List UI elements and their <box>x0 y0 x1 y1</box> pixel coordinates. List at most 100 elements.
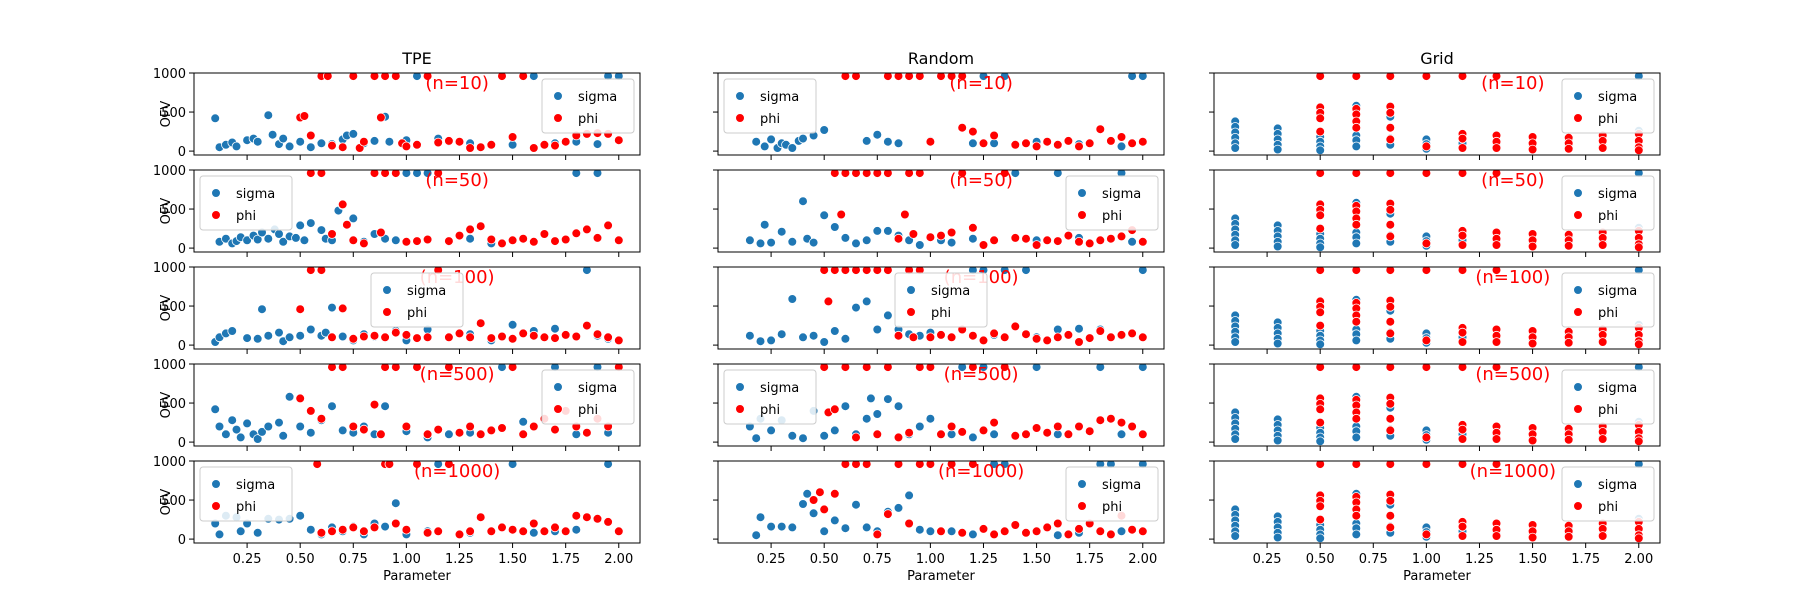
sigma-point <box>1074 323 1084 334</box>
phi-point <box>528 143 539 153</box>
phi-point <box>1385 231 1396 242</box>
x-tick-label: 1.25 <box>969 552 998 567</box>
phi-point <box>1315 320 1325 331</box>
phi-point <box>978 138 989 149</box>
sigma-point <box>497 364 507 372</box>
sigma-point <box>787 237 798 247</box>
phi-point <box>1491 434 1502 444</box>
phi-point <box>904 73 914 81</box>
sigma-point <box>798 133 808 144</box>
phi-point <box>999 364 1010 372</box>
phi-point <box>1074 141 1084 152</box>
phi-point <box>1421 335 1432 346</box>
phi-point <box>1127 138 1137 149</box>
phi-point <box>1063 330 1074 340</box>
phi-point <box>391 364 401 372</box>
sigma-point <box>946 237 957 248</box>
phi-point <box>518 328 528 339</box>
phi-point <box>422 429 433 440</box>
sigma-point <box>507 319 518 330</box>
phi-point <box>316 527 327 538</box>
phi-point <box>376 112 386 123</box>
sigma-point <box>305 427 316 438</box>
sigma-point <box>861 235 872 246</box>
sigma-point <box>252 136 263 147</box>
phi-point <box>1385 413 1396 424</box>
phi-point <box>550 522 560 533</box>
panel-2-3: (n=500) sigma phi <box>1209 363 1661 451</box>
panel-1-0: (n=10) sigma phi <box>713 72 1165 160</box>
phi-point <box>851 170 861 178</box>
phi-point <box>1063 230 1074 241</box>
y-tick-label: 0 <box>178 339 186 354</box>
phi-point <box>925 461 936 469</box>
sigma-point <box>284 391 295 402</box>
phi-point <box>384 461 395 469</box>
phi-point <box>1457 434 1468 444</box>
phi-point <box>1021 138 1031 149</box>
phi-point <box>539 332 550 343</box>
phi-point <box>369 170 380 178</box>
phi-point <box>401 141 412 152</box>
sigma-point <box>1351 335 1362 346</box>
phi-point <box>915 170 925 178</box>
phi-point <box>1127 524 1137 535</box>
legend-marker-sigma <box>1077 479 1087 489</box>
phi-point <box>571 331 582 342</box>
phi-point <box>550 140 560 151</box>
phi-point <box>1315 210 1325 221</box>
phi-point <box>1351 73 1362 81</box>
sigma-point <box>851 499 861 510</box>
sigma-point <box>242 235 252 246</box>
phi-point <box>376 429 386 440</box>
phi-point <box>497 423 507 433</box>
legend: sigma phi <box>199 466 293 522</box>
legend-label-phi: phi <box>1102 209 1122 224</box>
sigma-point <box>968 529 978 540</box>
sigma-point <box>755 238 766 249</box>
sigma-point <box>1138 364 1148 372</box>
legend-box <box>1561 272 1655 328</box>
phi-point <box>968 223 978 233</box>
x-tick-label: 1.25 <box>1465 552 1494 567</box>
phi-point <box>1491 170 1502 178</box>
phi-point <box>560 330 571 340</box>
y-tick-label: 1000 <box>153 358 186 373</box>
phi-point <box>299 111 310 121</box>
x-tick-label: 1.50 <box>498 552 527 567</box>
phi-point <box>915 73 925 81</box>
sigma-point <box>776 226 787 237</box>
sigma-point <box>766 134 776 145</box>
phi-point <box>1634 533 1644 543</box>
y-tick-label: 500 <box>161 397 186 412</box>
phi-point <box>883 364 893 372</box>
sigma-point <box>348 213 359 224</box>
phi-point <box>454 230 465 241</box>
sigma-point <box>284 332 295 343</box>
sigma-point <box>766 425 776 436</box>
phi-point <box>1457 267 1468 275</box>
sigma-point <box>1315 533 1325 543</box>
phi-point <box>454 529 465 540</box>
phi-point <box>1421 73 1432 81</box>
phi-point <box>518 233 528 244</box>
phi-point <box>1563 434 1574 445</box>
phi-point <box>936 330 946 340</box>
y-tick-label: 1000 <box>153 261 186 276</box>
legend-marker-phi <box>553 113 563 123</box>
phi-point <box>560 234 571 245</box>
phi-point <box>1042 335 1052 346</box>
x-tick-label: 2.00 <box>1128 552 1157 567</box>
phi-point <box>507 524 518 535</box>
phi-point <box>1042 136 1052 147</box>
phi-point <box>348 333 359 344</box>
phi-point <box>1351 316 1362 327</box>
axes-frame <box>1213 266 1661 350</box>
sigma-point <box>759 141 770 152</box>
sigma-point <box>840 333 851 344</box>
phi-point <box>465 224 475 235</box>
sigma-point <box>776 521 787 532</box>
sigma-point <box>252 333 263 344</box>
legend-label-sigma: sigma <box>1598 381 1637 396</box>
phi-point <box>1634 436 1644 446</box>
